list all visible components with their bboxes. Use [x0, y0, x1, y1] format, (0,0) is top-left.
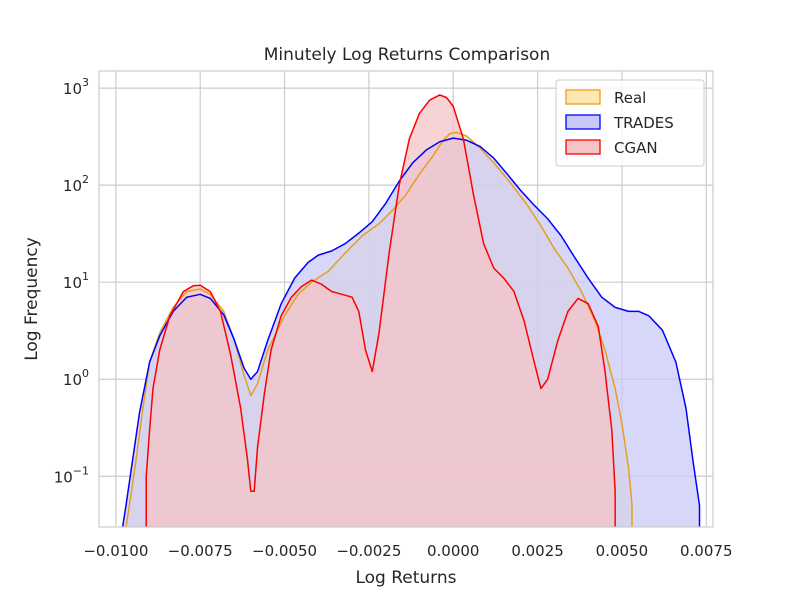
y-tick-label: 10−1	[54, 464, 89, 486]
series-line-real	[125, 131, 633, 528]
legend-swatch-cgan	[565, 139, 601, 155]
series-area-cgan	[146, 94, 616, 527]
legend-label-cgan: CGAN	[614, 139, 658, 157]
x-tick-label: 0.0025	[511, 542, 564, 560]
y-tick-label: 101	[63, 270, 89, 292]
x-tick-label: −0.0050	[252, 542, 317, 560]
series-line-trades	[121, 137, 701, 528]
x-axis-ticks: −0.0100 −0.0075 −0.0050 −0.0025 0.0000 0.0025…	[83, 542, 732, 560]
series-line-cgan	[145, 94, 616, 527]
x-tick-label: 0.0000	[427, 542, 480, 560]
y-tick-label: 102	[63, 173, 89, 195]
legend: Real TRADES CGAN	[555, 79, 705, 167]
series-lines	[121, 94, 701, 528]
plot-frame	[98, 70, 714, 528]
legend-swatch-real	[565, 89, 601, 105]
x-tick-label: −0.0025	[336, 542, 401, 560]
y-axis-ticks: 10−1 100 101 102 103	[54, 76, 89, 486]
x-tick-label: 0.0075	[680, 542, 733, 560]
legend-swatch-trades	[565, 114, 601, 130]
chart-title: Minutely Log Returns Comparison	[264, 45, 550, 65]
y-tick-label: 103	[63, 76, 89, 98]
x-tick-label: 0.0050	[596, 542, 649, 560]
x-tick-label: −0.0075	[168, 542, 233, 560]
y-tick-label: 100	[63, 367, 89, 389]
y-axis-label: Log Frequency	[22, 237, 42, 361]
x-axis-label: Log Returns	[355, 568, 456, 588]
x-tick-label: −0.0100	[83, 542, 148, 560]
legend-label-real: Real	[614, 89, 646, 107]
legend-label-trades: TRADES	[613, 114, 674, 132]
